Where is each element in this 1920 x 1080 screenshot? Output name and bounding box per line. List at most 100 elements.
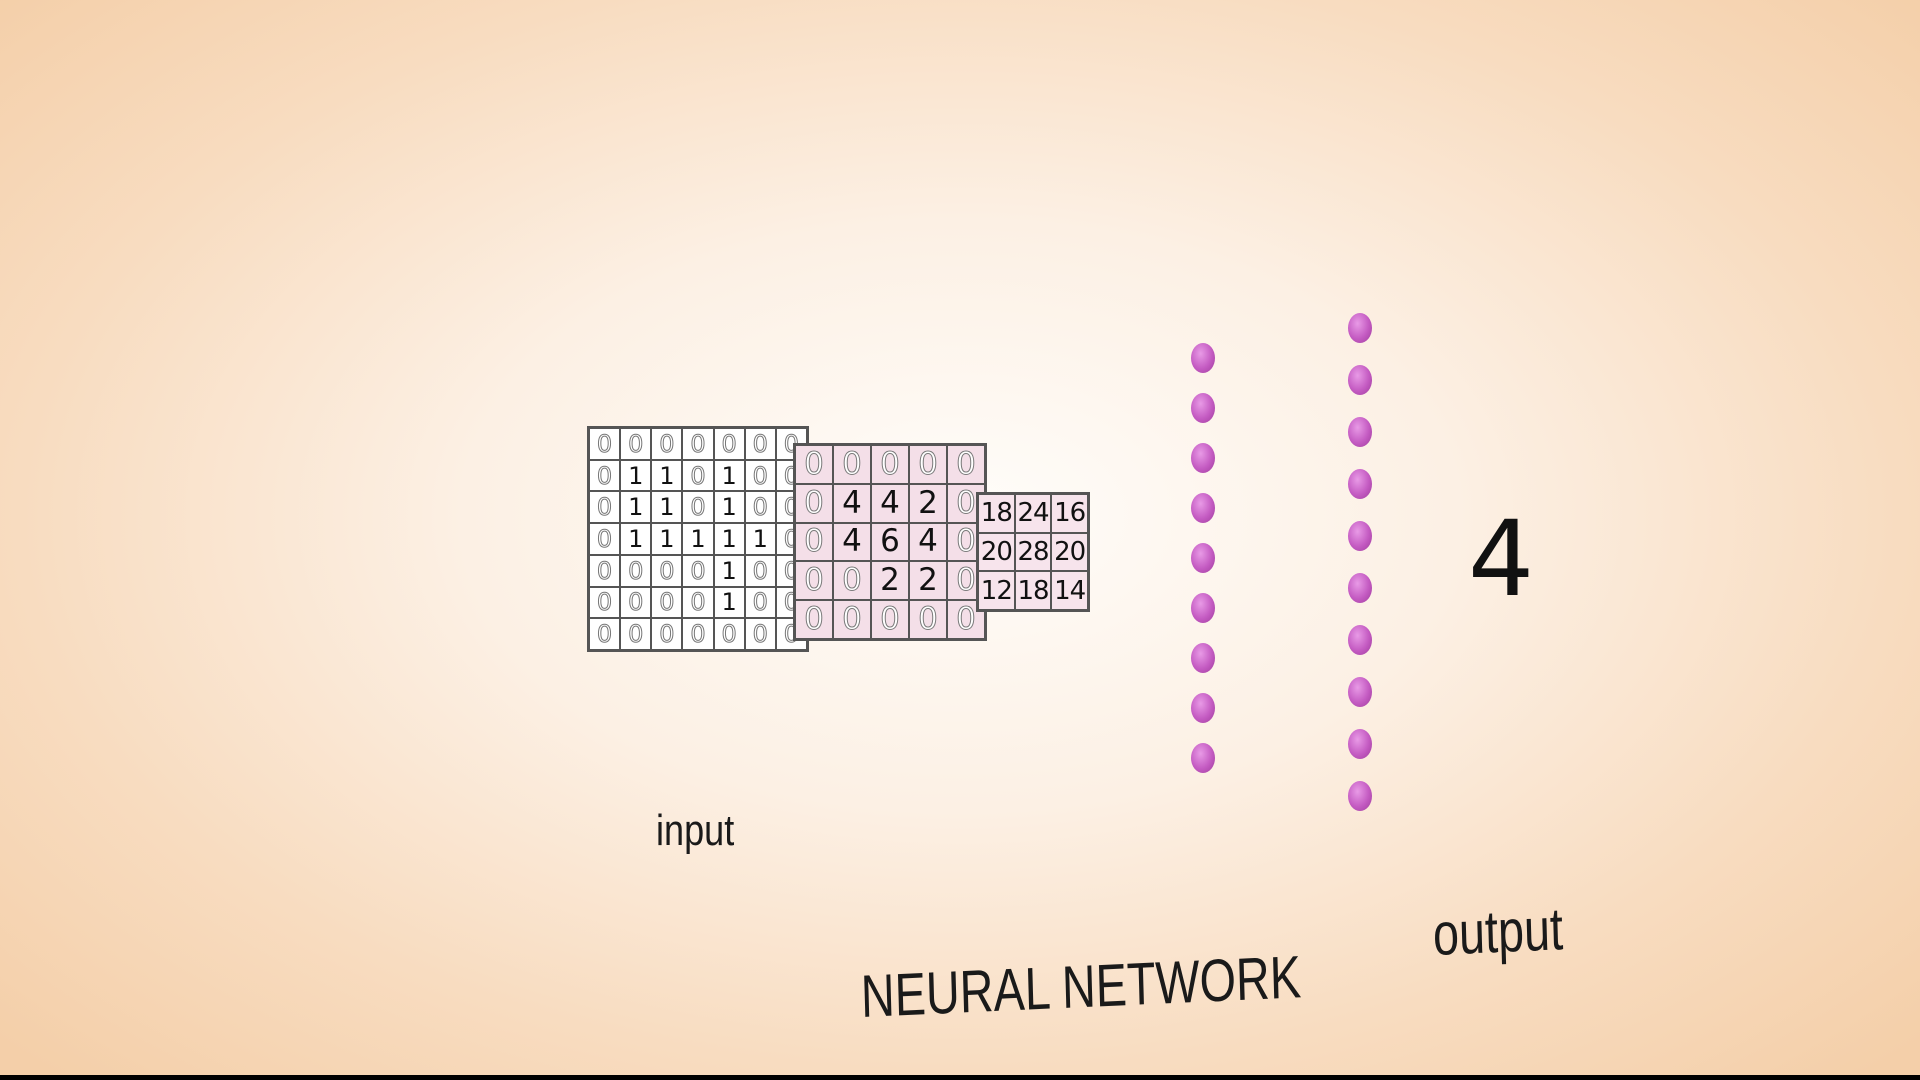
feature-map-2-cell: 18 bbox=[978, 494, 1015, 533]
input-cell: 0 bbox=[744, 554, 776, 587]
output-value: 4 bbox=[1468, 498, 1535, 620]
input-cell: 0 bbox=[744, 618, 776, 650]
input-cell: 0 bbox=[620, 618, 652, 650]
feature-map-1-cell: 0 bbox=[795, 600, 833, 639]
neural-network-label: NEURAL NETWORK bbox=[860, 943, 1302, 1030]
feature-map-1-cell: 2 bbox=[909, 483, 947, 523]
input-cell: 0 bbox=[682, 491, 714, 524]
input-cell: 0 bbox=[589, 523, 621, 555]
neuron-node bbox=[1348, 677, 1372, 707]
neuron-node bbox=[1191, 393, 1215, 423]
feature-map-1-cell: 0 bbox=[795, 483, 833, 523]
input-cell: 0 bbox=[620, 554, 652, 587]
neuron-node bbox=[1348, 573, 1372, 603]
feature-map-1-cell: 2 bbox=[871, 561, 909, 601]
feature-map-1-cell: 6 bbox=[871, 522, 909, 562]
neuron-node bbox=[1191, 343, 1215, 373]
input-cell: 1 bbox=[651, 523, 683, 555]
input-cell: 0 bbox=[744, 491, 776, 524]
feature-map-2-cell: 24 bbox=[1014, 494, 1052, 533]
input-cell: 1 bbox=[651, 491, 683, 524]
neuron-node bbox=[1191, 643, 1215, 673]
neuron-node bbox=[1191, 743, 1215, 773]
feature-map-1-cell: 0 bbox=[871, 600, 909, 639]
input-cell: 0 bbox=[682, 428, 714, 460]
feature-map-1-cell: 0 bbox=[947, 445, 985, 484]
feature-map-1-cell: 0 bbox=[833, 445, 871, 484]
input-cell: 0 bbox=[589, 428, 621, 460]
output-label: output bbox=[1432, 895, 1564, 968]
input-cell: 1 bbox=[713, 459, 745, 492]
input-cell: 0 bbox=[589, 618, 621, 650]
feature-map-2-cell: 14 bbox=[1051, 571, 1088, 610]
neuron-node bbox=[1191, 693, 1215, 723]
feature-map-2-cell: 20 bbox=[1051, 532, 1088, 572]
feature-map-2-cell: 12 bbox=[978, 571, 1015, 610]
feature-map-1-cell: 4 bbox=[833, 522, 871, 562]
feature-map-1-cell: 2 bbox=[909, 561, 947, 601]
neuron-node bbox=[1191, 543, 1215, 573]
input-cell: 0 bbox=[589, 554, 621, 587]
feature-map-1-cell: 0 bbox=[795, 522, 833, 562]
feature-map-1-cell: 0 bbox=[909, 445, 947, 484]
neuron-node bbox=[1191, 493, 1215, 523]
feature-map-1-cell: 4 bbox=[909, 522, 947, 562]
input-cell: 0 bbox=[682, 586, 714, 619]
input-cell: 1 bbox=[620, 523, 652, 555]
input-cell: 1 bbox=[713, 523, 745, 555]
input-cell: 1 bbox=[651, 459, 683, 492]
neuron-node bbox=[1191, 593, 1215, 623]
neuron-node bbox=[1348, 625, 1372, 655]
neuron-node bbox=[1348, 365, 1372, 395]
feature-map-1-cell: 4 bbox=[871, 483, 909, 523]
feature-map-1-cell: 0 bbox=[795, 561, 833, 601]
feature-map-1-cell: 0 bbox=[795, 445, 833, 484]
feature-map-2-cell: 18 bbox=[1014, 571, 1052, 610]
neuron-node bbox=[1191, 443, 1215, 473]
input-cell: 0 bbox=[589, 491, 621, 524]
input-cell: 1 bbox=[744, 523, 776, 555]
input-cell: 0 bbox=[682, 459, 714, 492]
feature-map-2-cell: 16 bbox=[1051, 494, 1088, 533]
input-cell: 0 bbox=[713, 428, 745, 460]
input-cell: 0 bbox=[651, 618, 683, 650]
input-label: input bbox=[656, 806, 735, 855]
input-cell: 0 bbox=[744, 428, 776, 460]
input-cell: 1 bbox=[713, 586, 745, 619]
input-cell: 0 bbox=[682, 554, 714, 587]
feature-map-1-cell: 0 bbox=[947, 600, 985, 639]
input-cell: 0 bbox=[589, 459, 621, 492]
input-cell: 1 bbox=[620, 491, 652, 524]
input-cell: 0 bbox=[620, 586, 652, 619]
neuron-node bbox=[1348, 313, 1372, 343]
input-cell: 0 bbox=[620, 428, 652, 460]
input-cell: 1 bbox=[682, 523, 714, 555]
input-cell: 0 bbox=[589, 586, 621, 619]
feature-map-1-cell: 0 bbox=[871, 445, 909, 484]
input-cell: 0 bbox=[651, 428, 683, 460]
input-cell: 0 bbox=[651, 554, 683, 587]
feature-map-2-cell: 20 bbox=[978, 532, 1015, 572]
feature-map-2-cell: 28 bbox=[1014, 532, 1052, 572]
input-cell: 1 bbox=[713, 491, 745, 524]
feature-map-2: 18 24 16 20 28 20 12 18 14 bbox=[976, 492, 1090, 612]
feature-map-1-cell: 0 bbox=[909, 600, 947, 639]
input-cell: 1 bbox=[620, 459, 652, 492]
feature-map-1-cell: 0 bbox=[833, 561, 871, 601]
input-cell: 0 bbox=[651, 586, 683, 619]
feature-map-1-cell: 0 bbox=[833, 600, 871, 639]
input-cell: 0 bbox=[682, 618, 714, 650]
neuron-node bbox=[1348, 469, 1372, 499]
input-cell: 1 bbox=[713, 554, 745, 587]
input-cell: 0 bbox=[713, 618, 745, 650]
neuron-node bbox=[1348, 521, 1372, 551]
hidden-layer-2 bbox=[1348, 313, 1374, 811]
hidden-layer-1 bbox=[1191, 343, 1217, 773]
neuron-node bbox=[1348, 781, 1372, 811]
neuron-node bbox=[1348, 729, 1372, 759]
neuron-node bbox=[1348, 417, 1372, 447]
feature-map-1-cell: 4 bbox=[833, 483, 871, 523]
